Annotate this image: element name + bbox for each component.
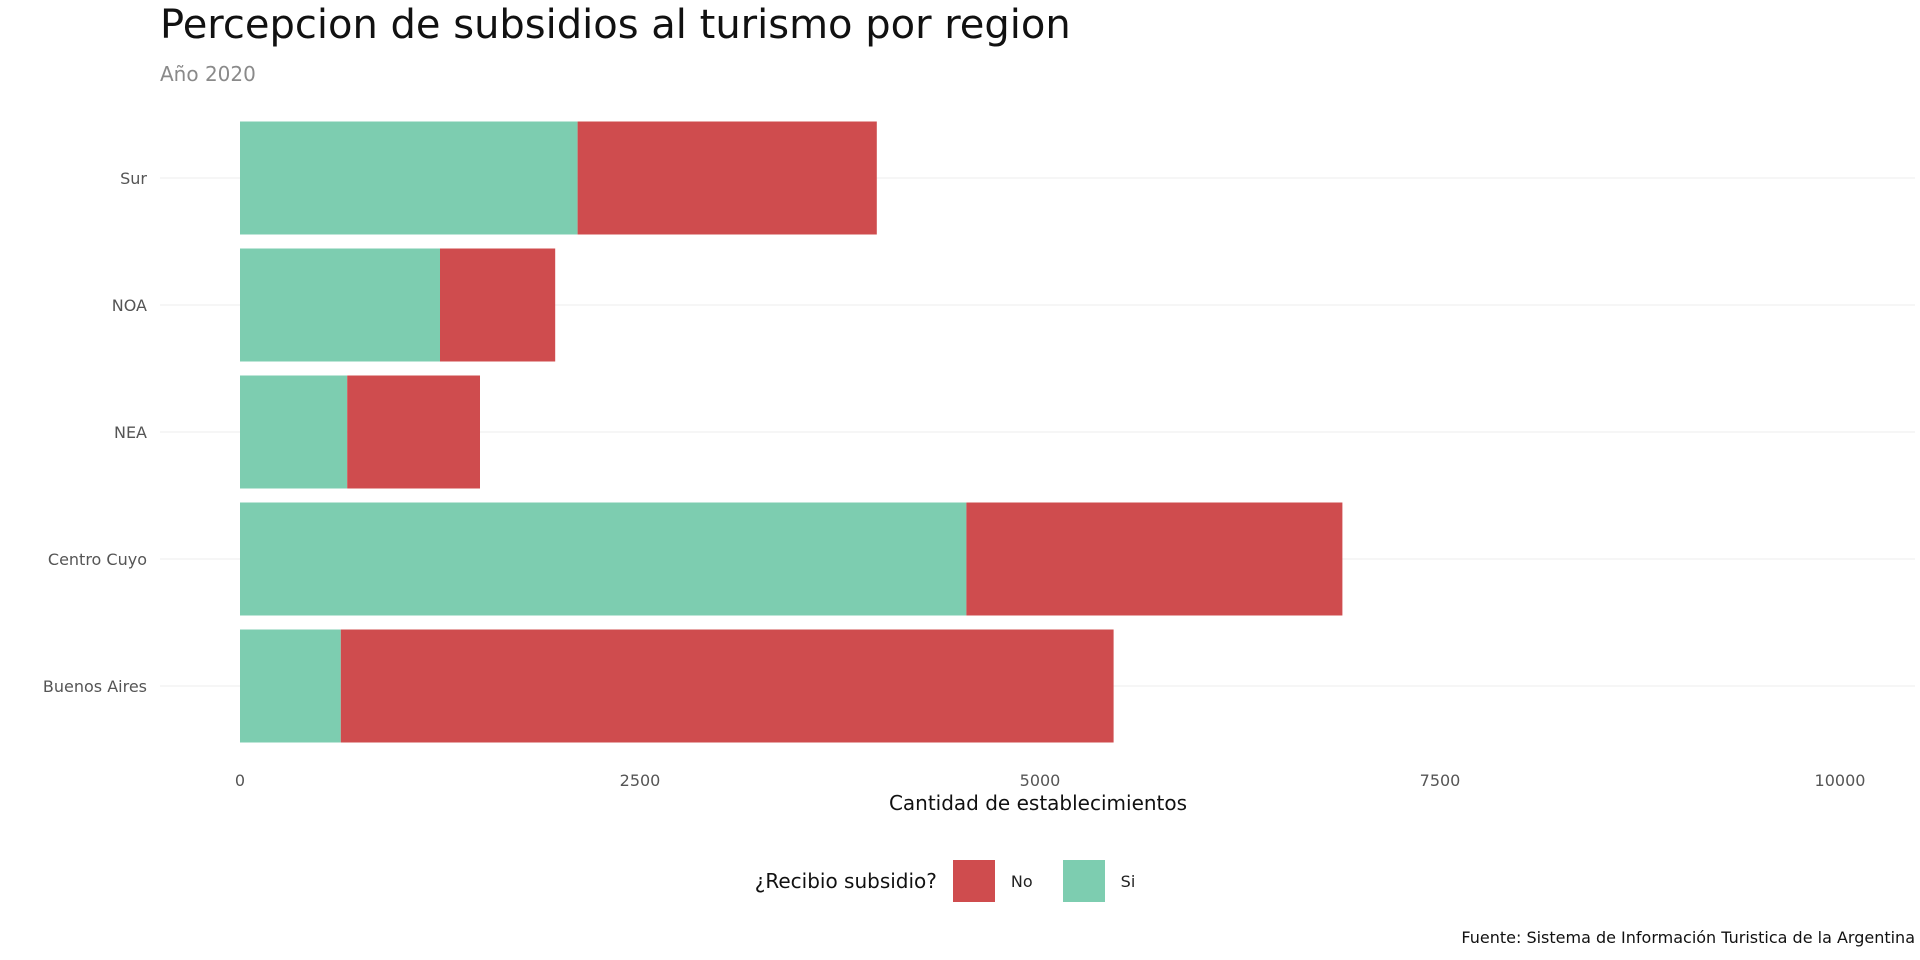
x-tick-label-5000: 5000 [1020, 771, 1061, 790]
y-tick-label-sur: Sur [120, 169, 147, 188]
bar-centro-cuyo-no [966, 502, 1343, 616]
legend-label-si: Si [1120, 871, 1136, 891]
x-axis-ticks: 0 2500 5000 7500 10000 [235, 771, 1866, 790]
bar-noa-no [440, 248, 556, 362]
x-axis-title: Cantidad de establecimientos [889, 791, 1187, 815]
legend-swatch-si [1062, 860, 1105, 902]
bar-sur-no [577, 121, 877, 235]
chart-subtitle: Año 2020 [160, 62, 256, 86]
y-tick-label-nea: NEA [114, 423, 147, 442]
x-tick-label-0: 0 [235, 771, 245, 790]
legend-title: ¿Recibio subsidio? [754, 869, 937, 893]
legend: ¿Recibio subsidio? No Si [0, 858, 1920, 904]
x-tick-label-10000: 10000 [1815, 771, 1866, 790]
x-tick-label-2500: 2500 [620, 771, 661, 790]
y-tick-label-buenos-aires: Buenos Aires [43, 677, 147, 696]
chart-title: Percepcion de subsidios al turismo por r… [160, 2, 1071, 48]
bar-sur-si [240, 121, 578, 235]
y-tick-label-noa: NOA [112, 296, 147, 315]
y-axis-labels: Buenos Aires Centro Cuyo NEA NOA Sur [43, 169, 148, 696]
legend-swatch-no [952, 860, 995, 902]
bar-centro-cuyo-si [240, 502, 967, 616]
bar-nea-si [240, 375, 348, 489]
chart-caption: Fuente: Sistema de Información Turistica… [1461, 928, 1915, 947]
bar-buenos-aires-si [240, 629, 341, 743]
bar-noa-si [240, 248, 440, 362]
x-tick-label-7500: 7500 [1420, 771, 1461, 790]
bar-nea-no [347, 375, 480, 489]
y-tick-label-centro-cuyo: Centro Cuyo [48, 550, 147, 569]
legend-label-no: No [1010, 871, 1033, 891]
bar-buenos-aires-no [340, 629, 1114, 743]
bars [240, 121, 1343, 743]
